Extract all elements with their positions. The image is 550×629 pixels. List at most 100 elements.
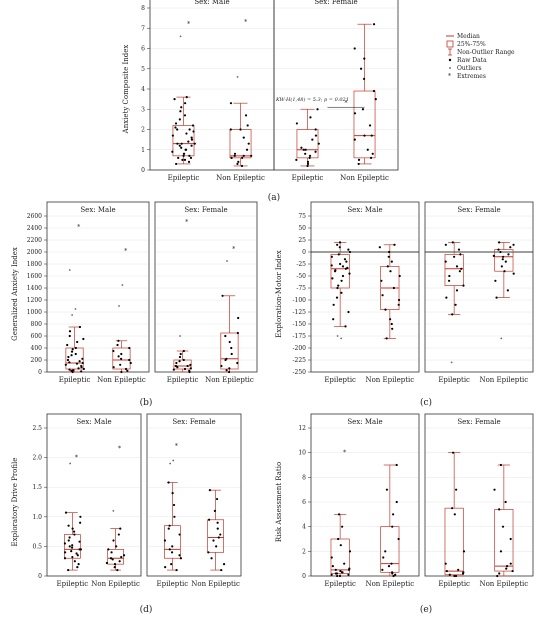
raw-point: [187, 140, 190, 143]
y-tick-label: 6: [141, 46, 145, 53]
raw-point: [217, 536, 220, 539]
raw-point: [392, 574, 395, 578]
raw-point: [113, 566, 116, 569]
raw-point: [189, 367, 192, 370]
raw-point: [170, 551, 174, 554]
raw-point: [71, 369, 75, 372]
outlier-point: [69, 462, 72, 465]
iqr-box: [353, 90, 376, 159]
raw-point: [176, 128, 179, 131]
raw-point: [338, 574, 342, 578]
raw-point: [71, 555, 74, 559]
raw-point: [171, 492, 174, 495]
raw-point: [462, 550, 466, 553]
x-category-label: Epileptic: [292, 174, 324, 182]
chart-panel-2: -250-225-200-175-150-125-100-75-50-25025…: [275, 201, 534, 408]
raw-point: [189, 363, 192, 366]
raw-point: [245, 148, 249, 151]
raw-point: [453, 574, 456, 578]
box-1: *: [220, 246, 240, 374]
y-tick-label: 8: [302, 474, 306, 481]
raw-point: [120, 370, 123, 374]
x-category-label: Non Epileptic: [97, 376, 146, 384]
y-tick-label: 2.5: [32, 425, 42, 432]
raw-point: [175, 361, 178, 365]
outlier-point: [236, 75, 239, 78]
y-tick-label: 800: [31, 321, 43, 328]
raw-point: [188, 128, 191, 131]
y-tick-label: 1: [141, 147, 145, 154]
raw-point: [340, 291, 343, 294]
raw-point: [454, 574, 458, 578]
raw-point: [497, 248, 500, 251]
raw-point: [498, 508, 501, 511]
raw-point: [67, 568, 70, 572]
raw-point: [128, 358, 131, 362]
outlier-point: [226, 260, 228, 262]
raw-point: [229, 128, 232, 131]
facet-0: Sex: Male Epileptic Non Epileptic: [310, 201, 420, 384]
raw-point: [366, 148, 369, 151]
raw-point: [222, 563, 226, 566]
raw-point: [184, 102, 187, 105]
raw-point: [458, 270, 461, 273]
raw-point: [176, 142, 179, 145]
outlier-point: [450, 361, 453, 364]
raw-point: [304, 148, 307, 151]
raw-point: [295, 158, 298, 161]
raw-point: [341, 274, 345, 278]
facet-frame: [46, 413, 142, 577]
raw-point: [172, 503, 176, 507]
panel-label: (c): [420, 397, 432, 408]
raw-point: [361, 108, 365, 111]
raw-point: [80, 370, 83, 373]
raw-point: [337, 513, 341, 516]
facet-title: Sex: Female: [172, 418, 215, 426]
raw-point: [70, 546, 74, 549]
box-0: *: [330, 450, 352, 578]
raw-point: [180, 142, 183, 145]
raw-point: [173, 515, 176, 518]
y-tick-label: 0: [38, 369, 42, 376]
raw-point: [167, 481, 170, 484]
raw-point: [220, 568, 223, 572]
raw-point: [215, 545, 218, 548]
raw-point: [66, 343, 69, 347]
raw-point: [317, 142, 320, 145]
raw-point: [163, 539, 167, 542]
y-tick-label: 4: [302, 524, 306, 531]
raw-point: [345, 260, 348, 263]
facet-frame: [146, 413, 242, 577]
raw-point: [73, 533, 76, 536]
x-category-label: Epileptic: [438, 580, 470, 588]
raw-point: [512, 272, 515, 275]
raw-point: [387, 565, 391, 568]
raw-point: [115, 545, 118, 548]
extreme-point: *: [118, 446, 121, 453]
raw-point: [239, 128, 242, 131]
raw-point: [70, 550, 73, 553]
raw-point: [370, 134, 373, 137]
raw-point: [372, 23, 376, 26]
raw-point: [397, 298, 401, 302]
raw-point: [371, 152, 374, 155]
facet-0: Sex: Male * Epileptic * Non Epileptic: [46, 413, 142, 588]
raw-point: [316, 108, 319, 111]
raw-point: [304, 152, 307, 155]
raw-point: [368, 124, 372, 127]
iqr-box: [296, 129, 319, 159]
raw-point: [504, 500, 507, 504]
outlier-point: [179, 35, 182, 38]
raw-point: [78, 548, 81, 551]
raw-point: [385, 488, 389, 491]
raw-point: [247, 142, 250, 145]
raw-point: [188, 369, 191, 372]
legend-raw-swatch: [448, 58, 452, 62]
x-category-label: Non Epileptic: [365, 580, 414, 588]
raw-point: [339, 544, 342, 547]
raw-point: [455, 289, 459, 292]
raw-point: [191, 124, 195, 127]
facet-title: Sex: Male: [76, 418, 111, 426]
raw-point: [81, 357, 84, 360]
